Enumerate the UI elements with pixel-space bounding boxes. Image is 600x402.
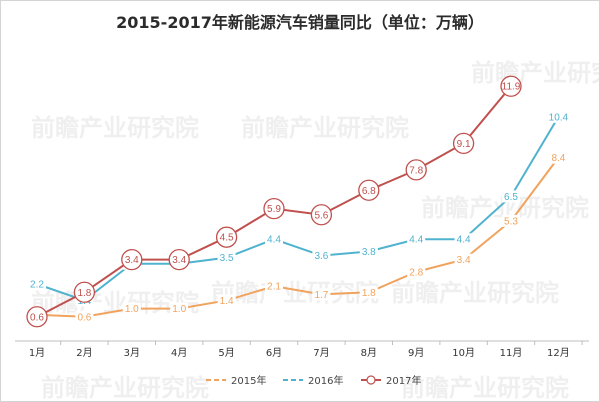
data-label: 2.8 — [409, 267, 423, 278]
watermark-text: 前瞻产业研究院 — [401, 374, 569, 402]
legend: 2015年 2016年 2017年 — [206, 374, 421, 387]
chart-title: 2015-2017年新能源汽车销量同比（单位：万辆） — [116, 13, 484, 32]
data-label: 4.4 — [409, 235, 423, 246]
data-label: 3.5 — [220, 253, 234, 264]
x-tick-label: 1月 — [29, 347, 45, 359]
x-tick-label: 10月 — [452, 347, 475, 359]
series-lines: 0.70.61.01.01.42.11.71.82.83.45.38.42.21… — [26, 75, 569, 328]
data-label: 4.4 — [267, 235, 281, 246]
series-2017年: 0.6 1.8 3.4 3.4 4.5 5.9 5.6 6.8 7.8 9.1 11.9 — [26, 75, 522, 328]
data-label: 6.8 — [362, 186, 376, 197]
data-point — [215, 226, 238, 248]
data-label: 1.8 — [77, 288, 91, 299]
legend-marker — [366, 375, 376, 385]
data-label-bg — [312, 249, 331, 262]
legend-label: 2016年 — [308, 374, 343, 387]
data-label-bg — [265, 233, 283, 246]
data-label: 4.4 — [457, 235, 471, 246]
data-label: 0.6 — [30, 312, 44, 323]
data-label: 4.5 — [220, 233, 234, 244]
data-point — [452, 132, 475, 155]
data-label: 7.8 — [409, 165, 423, 176]
data-label: 5.9 — [267, 204, 281, 215]
data-label-bg — [359, 245, 378, 258]
data-label-bg — [502, 190, 520, 203]
data-point — [168, 248, 190, 271]
data-label: 5.6 — [314, 210, 328, 221]
data-point — [73, 281, 96, 303]
data-label-bg — [407, 233, 426, 246]
data-label-bg — [122, 302, 141, 315]
legend-item: 2015年 — [206, 374, 266, 387]
data-label: 10.4 — [549, 112, 569, 123]
data-label-bg — [454, 253, 473, 266]
data-label: 1.4 — [220, 296, 234, 307]
data-label: 5.3 — [504, 216, 518, 227]
x-tick-label: 6月 — [266, 347, 282, 359]
data-label-bg — [217, 294, 236, 307]
data-point — [358, 179, 380, 201]
x-tick-label: 5月 — [218, 347, 234, 359]
data-label-bg — [407, 265, 426, 278]
data-label-bg — [265, 280, 283, 293]
legend-item: 2017年 — [361, 374, 421, 387]
data-label-bg — [454, 233, 473, 246]
watermark-text: 前瞻产业研究院 — [471, 59, 600, 87]
data-label: 1.8 — [362, 288, 376, 299]
data-label-bg — [170, 302, 189, 315]
data-label: 1.0 — [172, 304, 186, 315]
watermark-text: 前瞻产业研究院 — [241, 114, 409, 142]
watermark-text: 前瞻产业研究院 — [31, 114, 199, 142]
data-label: 3.4 — [172, 255, 186, 266]
x-tick-label: 9月 — [408, 347, 424, 359]
series-line — [36, 116, 560, 302]
x-tick-label: 3月 — [124, 347, 140, 359]
data-label-bg — [502, 214, 520, 227]
data-label-bg — [312, 288, 331, 301]
data-label: 3.8 — [362, 247, 376, 258]
data-label-bg — [359, 286, 378, 299]
data-label-bg — [75, 310, 94, 323]
data-label: 2.1 — [267, 282, 281, 293]
legend-label: 2017年 — [386, 374, 421, 387]
data-label-bg — [217, 251, 236, 264]
x-tick-label: 4月 — [171, 347, 187, 359]
legend-item: 2016年 — [283, 374, 343, 387]
x-axis: 1月 2月 3月 4月 5月 6月 7月 8月 9月 10月 11月 12月 — [15, 340, 589, 359]
data-point — [121, 248, 143, 271]
data-point — [310, 204, 333, 226]
data-label: 11.9 — [502, 82, 521, 93]
data-label: 6.5 — [504, 192, 518, 203]
data-label: 3.6 — [314, 251, 328, 262]
data-label: 9.1 — [457, 139, 471, 150]
legend-label: 2015年 — [231, 374, 266, 387]
x-tick-label: 8月 — [361, 347, 377, 359]
data-label-bg — [28, 278, 46, 291]
x-tick-label: 11月 — [500, 347, 523, 359]
data-label: 8.4 — [551, 153, 565, 164]
data-label-bg — [549, 151, 568, 164]
x-tick-label: 7月 — [313, 347, 329, 359]
data-point — [263, 197, 285, 220]
data-label: 3.4 — [125, 255, 139, 266]
data-point — [500, 75, 522, 97]
data-point — [405, 159, 427, 181]
data-label: 0.6 — [77, 312, 91, 323]
watermark-text: 前瞻产业研究院 — [41, 374, 209, 402]
data-label: 3.4 — [457, 255, 471, 266]
x-tick-label: 2月 — [76, 347, 92, 359]
data-label: 2.2 — [30, 280, 44, 291]
x-tick-label: 12月 — [547, 347, 570, 359]
data-label: 1.7 — [314, 290, 328, 301]
data-label: 1.0 — [125, 304, 139, 315]
data-point — [26, 306, 48, 328]
data-label-bg — [549, 110, 568, 123]
watermark-text: 前瞻产业研究院 — [391, 279, 559, 307]
